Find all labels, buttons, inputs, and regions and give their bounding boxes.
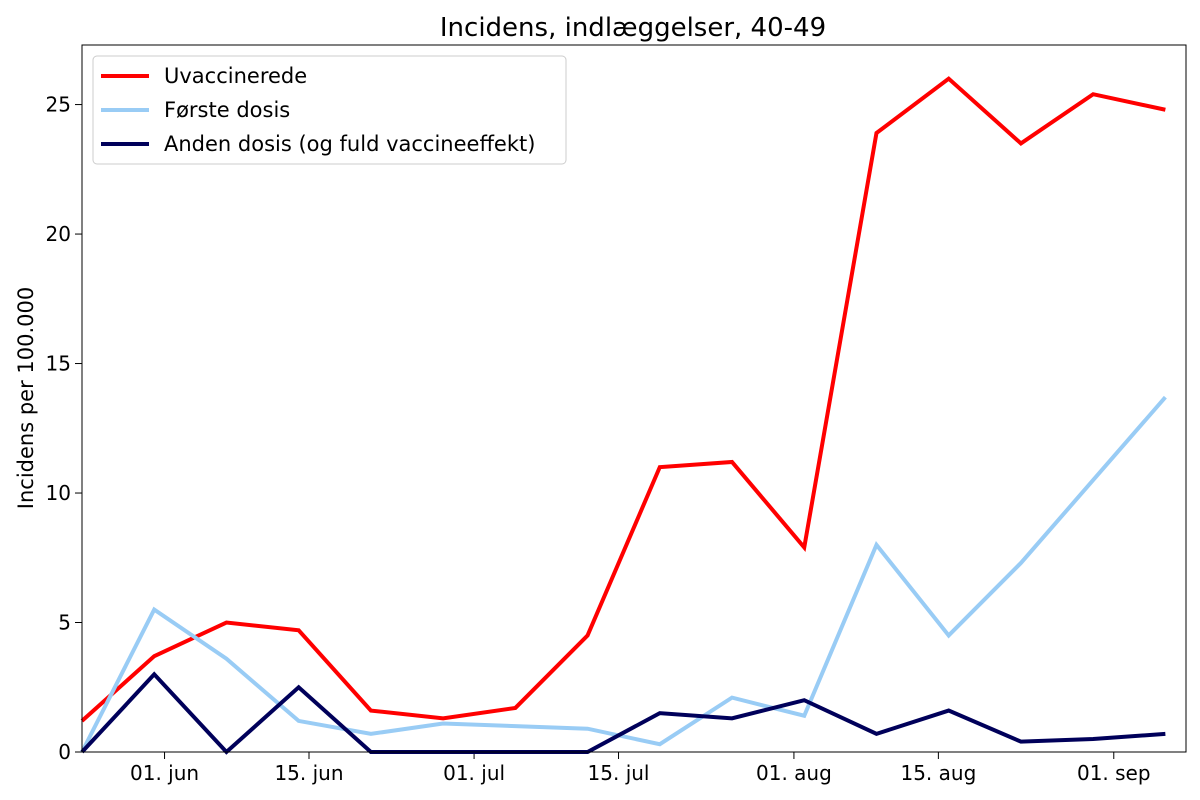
x-tick-label: 15. jul bbox=[588, 761, 650, 785]
y-tick-label: 25 bbox=[46, 93, 71, 117]
x-axis-ticks: 01. jun 15. jun 01. jul 15. jul 01. aug 15. a… bbox=[130, 752, 1151, 785]
legend: Uvaccinerede Første dosis Anden dosis (og … bbox=[92, 55, 567, 165]
series-line bbox=[80, 671, 1166, 755]
x-tick-label: 01. sep bbox=[1077, 761, 1151, 785]
y-tick-label: 10 bbox=[46, 481, 71, 505]
legend-entry-label: Uvaccinerede bbox=[164, 64, 307, 88]
series-lines bbox=[80, 76, 1167, 755]
x-tick-label: 01. jul bbox=[443, 761, 505, 785]
x-tick-label: 15. aug bbox=[900, 761, 976, 785]
legend-entry-label: Første dosis bbox=[164, 98, 290, 122]
y-tick-label: 15 bbox=[46, 352, 71, 376]
legend-entry-label: Anden dosis (og fuld vaccineeffekt) bbox=[164, 132, 535, 156]
x-tick-label: 15. jun bbox=[274, 761, 343, 785]
x-tick-label: 01. jun bbox=[130, 761, 199, 785]
series-line bbox=[80, 76, 1166, 723]
y-tick-label: 20 bbox=[46, 222, 71, 246]
series-group bbox=[80, 395, 1167, 753]
y-axis-label: Incidens per 100.000 bbox=[14, 287, 38, 509]
y-tick-label: 5 bbox=[58, 611, 71, 635]
series-group bbox=[80, 76, 1166, 723]
series-group bbox=[80, 671, 1166, 755]
legend-box bbox=[92, 55, 567, 165]
y-axis-ticks: 0 5 10 15 20 25 bbox=[46, 93, 82, 764]
plot-frame bbox=[81, 44, 1187, 753]
x-tick-label: 01. aug bbox=[756, 761, 832, 785]
series-line bbox=[80, 395, 1167, 753]
chart-title: Incidens, indlæggelser, 40-49 bbox=[440, 13, 826, 43]
y-tick-label: 0 bbox=[58, 740, 71, 764]
